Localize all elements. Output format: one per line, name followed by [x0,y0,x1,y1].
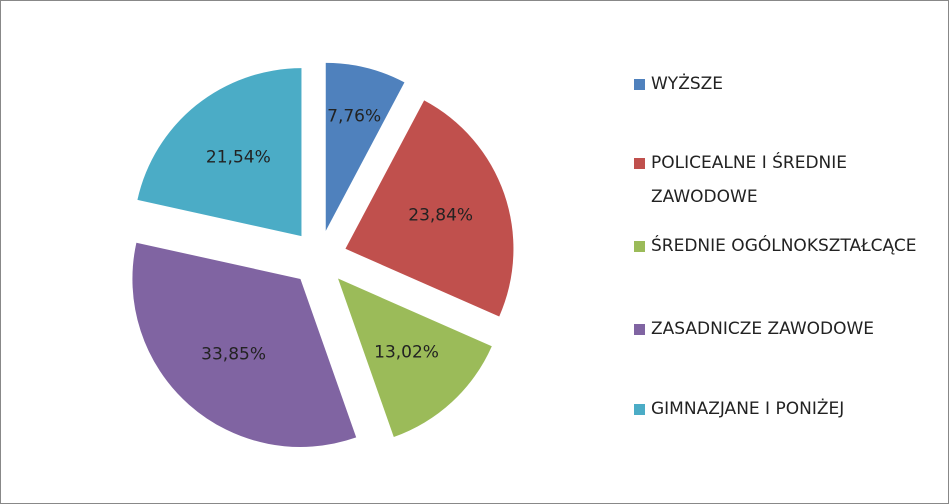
legend-swatch [634,404,645,415]
pie-slice [137,68,302,237]
pie-slice [345,100,514,317]
legend-swatch [634,158,645,169]
data-label: 13,02% [374,342,439,362]
legend-swatch [634,324,645,335]
data-label: 23,84% [408,206,473,226]
pie-area: 7,76% 23,84% 13,02% 33,85% 21,54% [132,62,514,447]
data-label: 7,76% [327,107,381,127]
pie-slice [338,278,492,438]
legend-label: WYŻSZE [651,74,724,94]
data-label: 33,85% [201,344,266,364]
legend-swatch [634,241,645,252]
data-label: 21,54% [206,148,271,168]
legend-label: GIMNAZJANE I PONIŻEJ [651,399,845,419]
pie-slice [132,242,357,447]
legend-label: ZASADNICZE ZAWODOWE [651,319,875,339]
pie-slice [325,62,405,231]
legend-label: POLICEALNE I ŚREDNIE ZAWODOWE [651,153,848,207]
legend-swatch [634,79,645,90]
legend-label: ŚREDNIE OGÓLNOKSZTAŁCĄCE [651,236,917,256]
